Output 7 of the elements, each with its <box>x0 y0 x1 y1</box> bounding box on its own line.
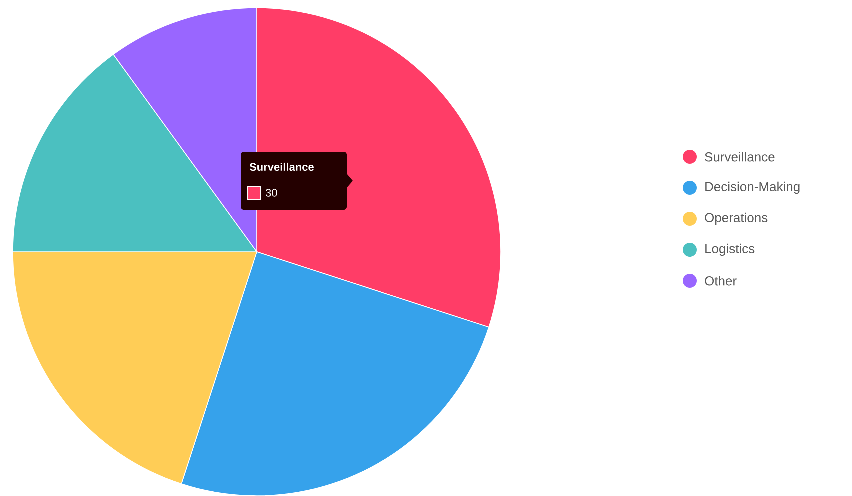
legend-label: Other <box>705 276 737 286</box>
legend-label: Operations <box>705 212 768 225</box>
legend-label: Decision-Making <box>706 182 800 194</box>
legend-label: Surveillance <box>705 152 775 162</box>
legend-label: Logistics <box>706 244 755 256</box>
text: Surveillance <box>250 162 314 171</box>
text: 30 <box>266 188 278 197</box>
